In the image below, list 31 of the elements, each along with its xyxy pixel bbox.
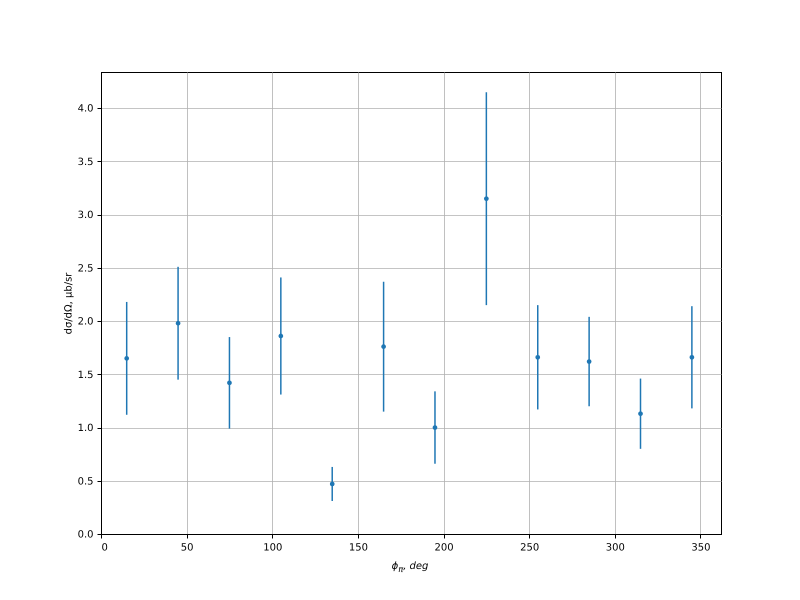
x-tick-label: 50 [180, 542, 194, 554]
point [227, 380, 232, 386]
y-tick-label: 4.0 [78, 104, 94, 115]
x-tick-label: 0 [102, 542, 108, 554]
x-tick-label: 300 [606, 542, 625, 554]
point [535, 354, 540, 360]
y-axis-title: dσ/dΩ, μb/sr [64, 272, 75, 334]
point [638, 411, 643, 416]
x-tick-label: 100 [263, 542, 282, 554]
point [690, 354, 694, 360]
y-tick-label: 3.5 [78, 156, 94, 168]
x-axis-title: ϕ$_{π}$, deg [390, 561, 430, 574]
y-tick-label: 1.5 [78, 370, 94, 381]
point [484, 196, 489, 202]
y-tick-label: 2.5 [78, 263, 94, 274]
point [124, 356, 130, 361]
y-tick-label: 3.0 [78, 210, 94, 222]
x-tick-label: 150 [348, 542, 368, 554]
point [586, 359, 592, 364]
y-tick-label: 2.0 [78, 316, 94, 328]
y-tick-label: 0.5 [78, 476, 94, 488]
point [278, 334, 284, 338]
point [330, 482, 335, 486]
x-tick-label: 250 [520, 542, 540, 554]
x-tick-label: 200 [434, 542, 454, 554]
y-tick-label: 0.0 [78, 530, 94, 540]
point [176, 320, 180, 326]
y-tick-label: 1.0 [78, 423, 94, 434]
point [432, 425, 438, 430]
x-tick-label: 350 [691, 542, 710, 554]
point [381, 344, 386, 349]
